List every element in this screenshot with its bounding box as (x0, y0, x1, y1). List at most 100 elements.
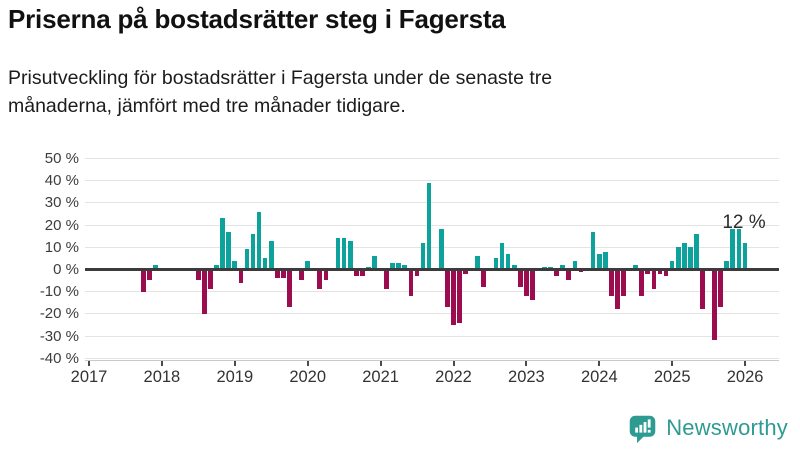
x-axis-tick (379, 360, 382, 366)
bar-positive (341, 238, 347, 270)
bar-positive (511, 264, 517, 270)
y-axis-label: -10 % (39, 283, 79, 301)
y-axis-label: 30 % (44, 194, 79, 212)
bar-positive (736, 229, 742, 270)
bar-positive (426, 182, 432, 270)
bar-positive (694, 233, 699, 270)
bar-positive (724, 260, 730, 270)
bar-positive (499, 242, 505, 270)
bar-negative (463, 269, 468, 274)
bar-negative (639, 269, 645, 297)
x-axis-label: 2020 (289, 368, 327, 386)
bar-positive (390, 262, 396, 270)
bar-positive (420, 242, 426, 270)
bar-positive (244, 249, 250, 270)
bar-negative (657, 269, 663, 274)
bar-positive (438, 229, 444, 270)
gridline (85, 357, 779, 359)
bar-negative (317, 269, 323, 290)
y-axis-label: 40 % (44, 172, 79, 190)
gridline (85, 157, 779, 159)
y-axis-label: -40 % (39, 349, 79, 367)
x-axis-tick (744, 360, 747, 366)
bar-positive (505, 253, 511, 270)
x-axis-label: 2023 (508, 368, 545, 386)
latest-value-label: 12 % (722, 212, 766, 233)
x-axis-label: 2026 (726, 368, 764, 386)
x-axis-tick (306, 360, 309, 366)
x-axis-label: 2025 (653, 368, 691, 386)
bar-negative (299, 269, 304, 281)
y-axis-label: 20 % (44, 216, 79, 234)
x-axis-label: 2021 (362, 368, 399, 386)
bar-negative (287, 269, 292, 308)
bar-negative (408, 269, 414, 297)
bar-positive (232, 260, 238, 270)
bar-positive (153, 264, 159, 270)
bar-positive (596, 253, 602, 270)
bar-negative (141, 269, 146, 292)
bar-negative (323, 269, 329, 281)
bar-positive (675, 247, 681, 270)
bar-positive (268, 240, 274, 270)
x-axis-tick (671, 360, 674, 366)
gridline (85, 180, 779, 182)
newsworthy-logo: Newsworthy (627, 411, 788, 445)
bar-positive (262, 258, 268, 270)
y-axis-label: 0 % (53, 260, 79, 278)
bar-negative (353, 269, 359, 277)
gridline (85, 291, 779, 293)
zero-line (85, 268, 779, 271)
bar-positive (602, 251, 608, 270)
bar-positive (396, 262, 402, 270)
bar-positive (214, 264, 219, 270)
bar-negative (554, 269, 560, 277)
bar-positive (687, 247, 693, 270)
bar-negative (523, 269, 529, 297)
bar-negative (517, 269, 523, 288)
bar-negative (238, 269, 244, 283)
bar-negative (712, 269, 717, 341)
bar-negative (384, 269, 389, 290)
bar-positive (402, 264, 408, 270)
subtitle-line-2: månaderna, jämfört med tre månader tidig… (8, 95, 406, 117)
bar-negative (281, 269, 286, 279)
page-title: Priserna på bostadsrätter steg i Fagerst… (8, 4, 506, 34)
newsworthy-wordmark: Newsworthy (666, 415, 788, 440)
bar-positive (742, 242, 748, 270)
bar-positive (590, 231, 596, 270)
x-axis-tick (525, 360, 528, 366)
newsworthy-icon (629, 415, 656, 443)
gridline (85, 246, 779, 248)
x-axis-label: 2022 (435, 368, 472, 386)
bar-positive (250, 233, 256, 270)
bar-negative (615, 269, 620, 310)
y-axis-label: 50 % (44, 149, 79, 167)
subtitle-line-1: Prisutveckling för bostadsrätter i Fager… (8, 67, 553, 89)
bar-positive (256, 211, 262, 270)
x-axis-tick (452, 360, 455, 366)
bar-negative (481, 269, 487, 288)
bar-negative (195, 269, 201, 281)
bar-negative (645, 269, 651, 274)
bar-positive (681, 242, 687, 270)
x-axis-label: 2017 (70, 368, 108, 386)
x-axis-label: 2019 (216, 368, 254, 386)
gridline (85, 224, 779, 226)
bar-negative (457, 269, 462, 323)
y-axis-label: -20 % (39, 305, 79, 323)
bar-positive (475, 256, 481, 270)
bar-negative (445, 269, 450, 308)
bar-negative (663, 269, 669, 277)
y-axis-label: -30 % (39, 327, 79, 345)
x-axis-tick (598, 360, 601, 366)
bar-negative (414, 269, 420, 277)
bar-negative (718, 269, 724, 308)
bar-negative (274, 269, 280, 279)
bar-positive (560, 264, 566, 270)
bar-negative (208, 269, 213, 290)
y-axis-label: 10 % (44, 238, 79, 256)
gridline (85, 313, 779, 315)
bar-positive (633, 264, 638, 270)
